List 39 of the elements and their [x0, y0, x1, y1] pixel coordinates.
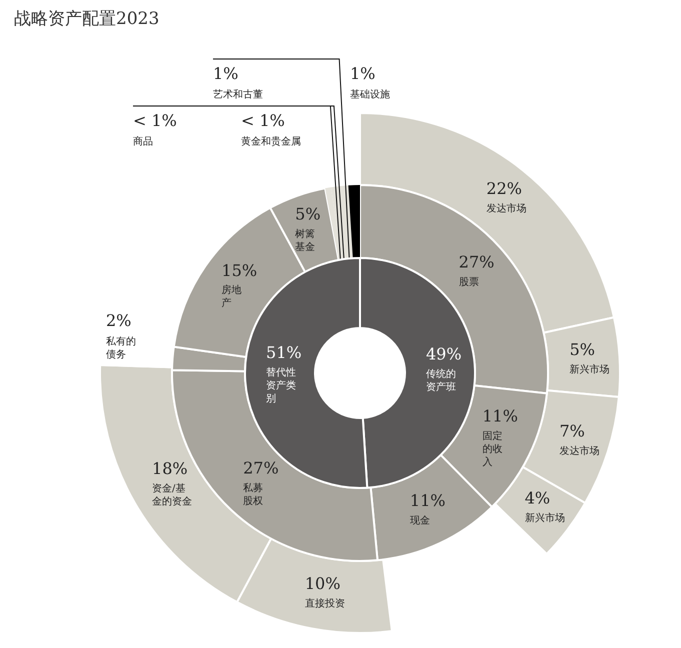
data-label: 7% — [559, 422, 585, 441]
data-label: 27% — [458, 252, 494, 272]
slice-label: 直接投资 — [304, 597, 345, 610]
data-label: 27% — [243, 458, 279, 478]
slice-label: 商品 — [133, 136, 153, 148]
data-label: 22% — [486, 179, 522, 198]
data-label: 11% — [410, 491, 446, 510]
slice-label: 基础设施 — [350, 88, 390, 101]
slice-label: 传统的资产班 — [426, 368, 456, 394]
slice-label: 替代性资产类别 — [266, 366, 296, 405]
data-label: 1% — [350, 64, 376, 84]
data-label: 5% — [295, 204, 321, 224]
data-label: 49% — [426, 344, 462, 364]
slice-label: 树篱基金 — [295, 228, 316, 253]
slice-label: 现金 — [410, 514, 430, 526]
slice-label: 发达市场 — [486, 202, 526, 215]
slice-label: 黄金和贵金属 — [241, 136, 301, 148]
data-label: 10% — [304, 574, 340, 593]
slice-label: 发达市场 — [559, 445, 600, 457]
slice-label: 新兴市场 — [524, 512, 565, 524]
data-label: 5% — [570, 340, 595, 359]
slice-label: 资金/基金的资金 — [152, 482, 192, 508]
slice-label: 新兴市场 — [570, 363, 610, 376]
data-label: 51% — [266, 343, 302, 362]
slice-label: 房地产 — [222, 284, 242, 310]
data-label: 1% — [213, 64, 238, 84]
slice-label: 私有的债务 — [106, 336, 136, 361]
slice-label: 股票 — [458, 276, 479, 288]
data-label: 18% — [152, 459, 188, 478]
data-label: 15% — [222, 260, 258, 280]
data-label: < 1% — [133, 111, 177, 130]
text: 战略资产配置2023 — [14, 9, 160, 29]
slice-label: 艺术和古董 — [213, 88, 263, 101]
data-label: 11% — [482, 406, 518, 426]
data-label: < 1% — [241, 111, 285, 130]
data-label: 2% — [106, 311, 132, 330]
data-label: 4% — [524, 488, 550, 508]
slice-label: 私募股权 — [243, 482, 264, 507]
slice-label: 固定的收入 — [482, 430, 502, 468]
